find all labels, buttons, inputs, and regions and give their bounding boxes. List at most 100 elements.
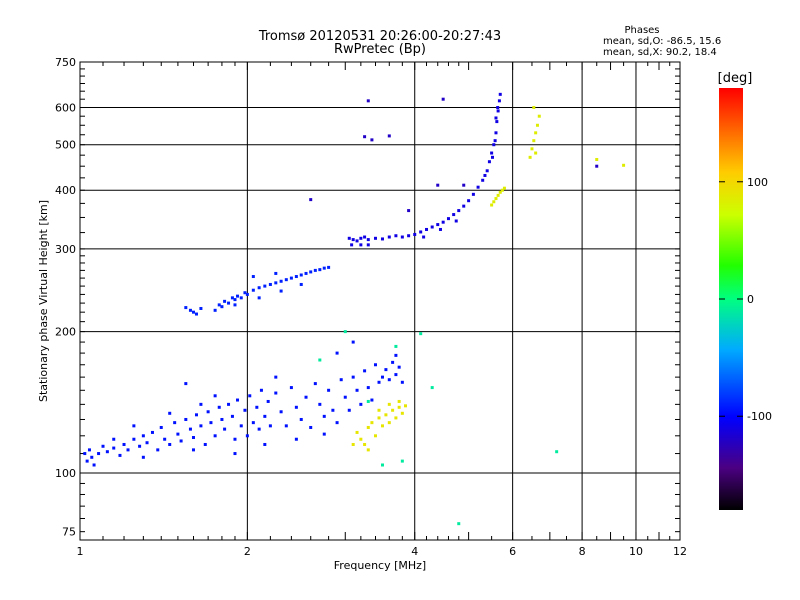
echo-point — [83, 452, 87, 456]
echo-point — [487, 160, 491, 164]
echo-point — [101, 444, 105, 448]
x-tick-label: 2 — [244, 545, 251, 558]
colorbar-ticks: 100 0 -100 — [719, 176, 772, 423]
plot-frame — [79, 61, 681, 541]
echo-point — [387, 134, 391, 138]
echo-point — [236, 294, 240, 298]
echo-point — [251, 288, 255, 292]
echo-point — [213, 308, 217, 312]
echo-point — [243, 408, 247, 412]
echo-point — [380, 237, 384, 241]
y-tick-label: 200 — [55, 326, 76, 339]
echo-point — [274, 391, 278, 395]
echo-point — [289, 276, 293, 280]
echo-point — [263, 284, 267, 288]
echo-point — [446, 217, 450, 221]
y-tick-label: 75 — [62, 526, 76, 539]
echo-point — [220, 305, 224, 309]
chart-title-line1: Tromsø 20120531 20:26:00-20:27:43 — [258, 29, 501, 44]
echo-point — [537, 114, 541, 118]
echo-point — [452, 213, 456, 217]
echo-point — [363, 369, 367, 373]
echo-point — [322, 266, 326, 270]
echo-point — [233, 437, 237, 441]
echo-point — [339, 378, 343, 382]
echo-point — [384, 413, 388, 417]
echo-point — [498, 92, 502, 96]
echo-point — [555, 450, 559, 454]
echo-point — [227, 402, 231, 406]
echo-point — [495, 120, 499, 124]
echo-point — [462, 204, 466, 208]
echo-point — [309, 425, 313, 429]
y-tick-label: 600 — [55, 102, 76, 115]
echo-point — [313, 382, 317, 386]
echo-point — [496, 193, 500, 197]
echo-point — [230, 414, 234, 418]
echo-point — [595, 158, 599, 162]
echo-point — [132, 437, 136, 441]
echo-point — [483, 173, 487, 177]
echo-point — [90, 455, 94, 459]
echo-point — [355, 388, 359, 392]
echo-point — [481, 178, 485, 182]
echo-point — [194, 312, 198, 316]
y-axis-label: Stationary phase Virtual Height [km] — [37, 200, 50, 402]
echo-point — [150, 430, 154, 434]
echo-point — [318, 268, 322, 272]
echo-point — [493, 139, 497, 143]
echo-point — [230, 296, 234, 300]
echo-point — [327, 388, 331, 392]
echo-point — [535, 123, 539, 127]
echo-point — [299, 417, 303, 421]
echo-point — [373, 434, 377, 438]
echo-point — [622, 163, 626, 167]
echo-point — [112, 446, 116, 450]
echo-point — [377, 416, 381, 420]
echo-point — [387, 235, 391, 239]
echo-point — [191, 310, 195, 314]
echo-point — [279, 279, 283, 283]
echo-point — [284, 424, 288, 428]
echo-point — [467, 199, 471, 203]
echo-point — [213, 434, 217, 438]
echo-point — [299, 273, 303, 277]
echo-point — [457, 522, 461, 526]
echo-point — [309, 270, 313, 274]
colorbar-tick-label: 100 — [747, 176, 768, 189]
echo-point — [359, 243, 363, 247]
echo-point — [438, 227, 442, 231]
echo-point — [351, 238, 355, 242]
echo-point — [441, 97, 445, 101]
echo-point — [397, 405, 401, 409]
echo-point — [363, 442, 367, 446]
minor-ticks — [79, 61, 680, 540]
echo-point — [191, 448, 195, 452]
echo-point — [400, 411, 404, 415]
echo-point — [159, 425, 163, 429]
echo-point — [441, 220, 445, 224]
echo-point — [233, 303, 237, 307]
echo-point — [220, 417, 224, 421]
echo-point — [279, 410, 283, 414]
echo-point — [206, 410, 210, 414]
echo-point — [394, 234, 398, 238]
echo-point — [138, 444, 142, 448]
echo-point — [85, 459, 89, 463]
x-tick-label: 10 — [629, 545, 643, 558]
echo-point — [530, 147, 534, 151]
echo-point — [184, 417, 188, 421]
echo-point — [391, 360, 395, 364]
echo-point — [351, 375, 355, 379]
echo-point — [343, 330, 347, 334]
echo-point — [492, 143, 496, 147]
echo-point — [289, 386, 293, 390]
echo-point — [168, 442, 172, 446]
echo-point — [294, 437, 298, 441]
echo-point — [394, 353, 398, 357]
echo-point — [430, 386, 434, 390]
echo-point — [194, 413, 198, 417]
echo-point — [380, 463, 384, 467]
y-tick-label: 300 — [55, 243, 76, 256]
